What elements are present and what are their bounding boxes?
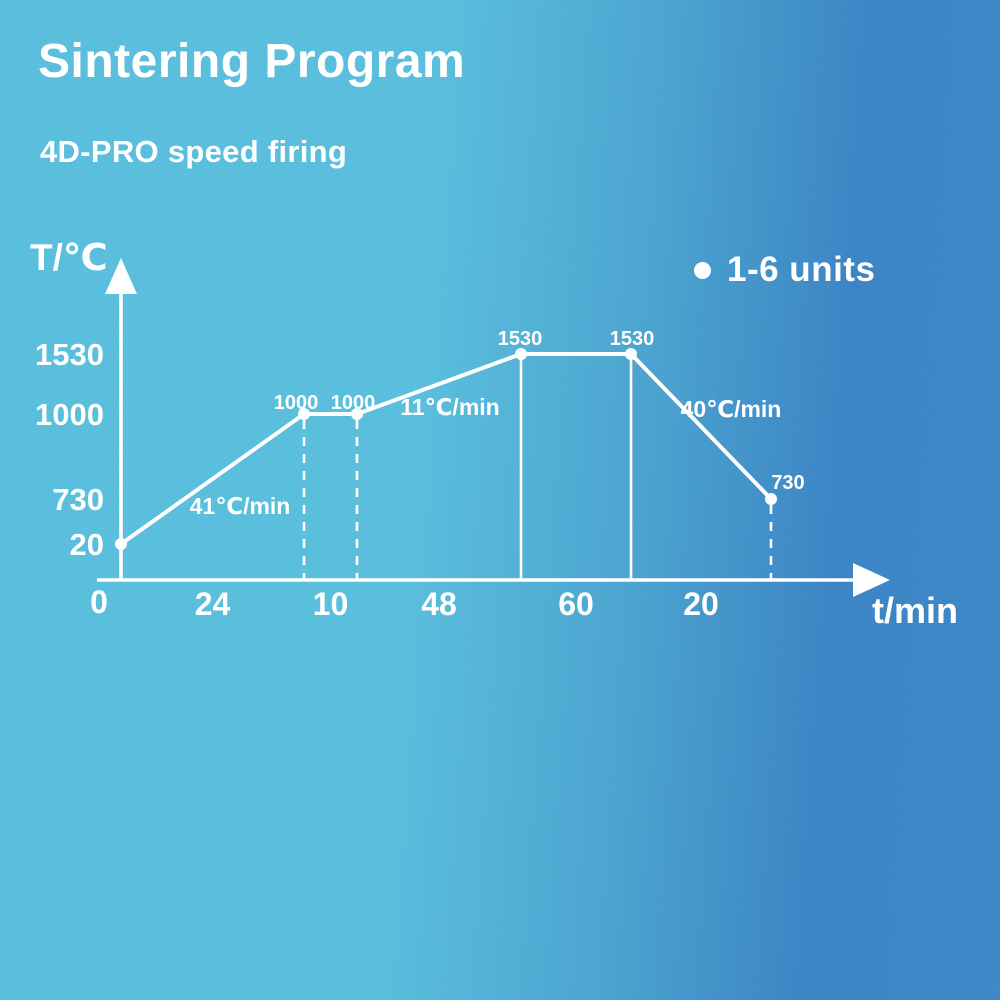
temperature-curve	[119, 352, 773, 546]
y-axis-arrow-icon	[105, 258, 137, 294]
y-tick-label: 730	[52, 482, 104, 517]
y-tick-label: 1530	[35, 337, 104, 372]
rate-annotation: 41℃/min	[190, 493, 291, 519]
curve-point-dot	[115, 538, 127, 550]
legend-label: 1-6 units	[727, 250, 876, 289]
x-axis-arrow-icon	[853, 563, 890, 597]
legend-dot-icon	[694, 261, 711, 279]
point-label: 1530	[610, 328, 655, 350]
page-title: Sintering Program	[38, 35, 466, 88]
rate-annotation: 11℃/min	[400, 394, 499, 420]
x-axis-title: t/min	[872, 590, 958, 631]
curve-point-dot	[625, 348, 637, 360]
page-subtitle: 4D-PRO speed firing	[40, 134, 348, 169]
point-label: 730	[771, 472, 804, 494]
x-segment-label: 60	[558, 586, 594, 622]
y-tick-label: 20	[70, 527, 104, 562]
origin-label: 0	[90, 584, 108, 620]
curve-point-dot	[351, 408, 363, 420]
x-segment-label: 48	[421, 586, 457, 622]
curve-point-dot	[515, 348, 527, 360]
curve-point-dot	[765, 493, 777, 505]
rate-annotation: 40℃/min	[681, 396, 782, 422]
y-axis-title: T/℃	[30, 237, 108, 278]
point-label: 1530	[498, 328, 543, 350]
y-tick-label: 1000	[35, 397, 104, 432]
curve-point-dot	[298, 408, 310, 420]
x-segment-label: 24	[195, 586, 231, 622]
point-label: 1000	[331, 392, 376, 414]
legend: 1-6 units	[694, 250, 875, 290]
point-label: 1000	[274, 392, 319, 414]
x-segment-label: 10	[313, 586, 349, 622]
x-segment-label: 20	[683, 586, 719, 622]
